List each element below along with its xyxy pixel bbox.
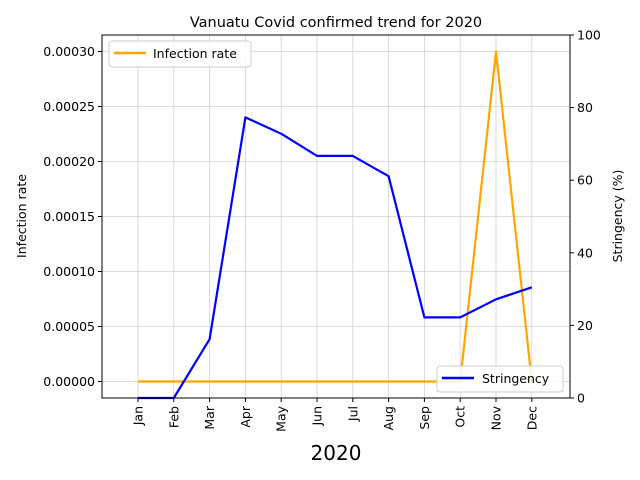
right-axis-tick-label: 40 <box>577 245 593 260</box>
x-axis-label: 2020 <box>311 441 362 465</box>
x-axis-tick-label: Sep <box>417 406 432 430</box>
x-axis-tick-label: May <box>274 405 289 431</box>
legend-label: Infection rate <box>153 46 237 61</box>
x-axis-tick-label: Feb <box>166 406 181 428</box>
series-line-stringency <box>138 116 533 400</box>
legend-infection-rate: Infection rate <box>108 40 252 68</box>
grid <box>102 35 570 398</box>
right-axis-tick-label: 60 <box>577 173 593 188</box>
x-axis-tick-label: Dec <box>524 406 539 430</box>
x-axis-tick-label: Aug <box>381 406 396 430</box>
series-line-infection-rate <box>138 50 533 383</box>
right-axis-tick-label: 20 <box>577 318 593 333</box>
x-axis-tick-label: Jul <box>345 406 360 422</box>
x-axis-tick-label: Jan <box>131 406 146 426</box>
right-axis-tick-label: 0 <box>577 391 585 406</box>
legend-box <box>436 365 564 393</box>
left-axis-tick-label: 0.00030 <box>43 44 95 59</box>
left-axis-tick-label: 0.00015 <box>43 209 95 224</box>
left-axis-tick-label: 0.00005 <box>43 319 95 334</box>
left-axis-tick-label: 0.00025 <box>43 99 95 114</box>
right-axis: 0 20 40 60 80 100 <box>570 28 601 406</box>
right-axis-tick-label: 100 <box>577 28 601 43</box>
x-axis-tick-label: Mar <box>202 405 217 429</box>
x-axis: Jan Feb Mar Apr May Jun Jul Aug Sep Oct Nov Dec <box>131 398 539 432</box>
right-axis-tick-label: 80 <box>577 100 593 115</box>
left-axis-tick-label: 0.00020 <box>43 154 95 169</box>
legend-label: Stringency <box>482 371 550 386</box>
left-axis: 0.00000 0.00005 0.00010 0.00015 0.00020 0.000… <box>43 44 102 389</box>
chart-title: Vanuatu Covid confirmed trend for 2020 <box>190 15 482 31</box>
x-axis-tick-label: Nov <box>489 405 504 430</box>
legend-stringency: Stringency <box>436 365 564 393</box>
x-axis-tick-label: Apr <box>238 405 253 427</box>
left-axis-label: Infection rate <box>14 174 29 258</box>
left-axis-tick-label: 0.00000 <box>43 374 95 389</box>
right-axis-label: Stringency (%) <box>610 170 625 263</box>
x-axis-tick-label: Jun <box>310 406 325 427</box>
x-axis-tick-label: Oct <box>453 406 468 428</box>
left-axis-tick-label: 0.00010 <box>43 264 95 279</box>
legend-box <box>108 40 252 68</box>
